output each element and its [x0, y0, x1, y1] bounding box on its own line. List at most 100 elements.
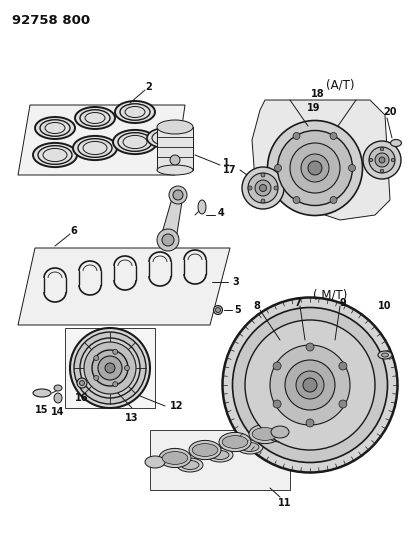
Ellipse shape	[339, 400, 347, 408]
Ellipse shape	[123, 135, 147, 149]
Ellipse shape	[293, 133, 300, 140]
Polygon shape	[65, 328, 155, 408]
Ellipse shape	[261, 173, 265, 177]
Text: 7: 7	[295, 298, 302, 308]
Text: 20: 20	[383, 107, 397, 117]
Text: 14: 14	[51, 407, 65, 417]
Ellipse shape	[169, 186, 187, 204]
Ellipse shape	[277, 131, 353, 206]
Ellipse shape	[170, 155, 180, 165]
Ellipse shape	[330, 197, 337, 204]
Ellipse shape	[80, 110, 110, 126]
Ellipse shape	[378, 351, 392, 359]
Ellipse shape	[77, 378, 87, 388]
Ellipse shape	[381, 353, 388, 357]
Polygon shape	[18, 105, 185, 175]
Text: 10: 10	[378, 301, 392, 311]
Ellipse shape	[125, 107, 145, 117]
Ellipse shape	[157, 120, 193, 134]
Ellipse shape	[380, 147, 384, 151]
Ellipse shape	[54, 393, 62, 403]
Ellipse shape	[274, 186, 278, 190]
Ellipse shape	[113, 382, 118, 386]
Ellipse shape	[233, 308, 388, 463]
Ellipse shape	[85, 112, 105, 124]
Ellipse shape	[83, 141, 107, 155]
Ellipse shape	[249, 424, 281, 443]
Ellipse shape	[306, 419, 314, 427]
Ellipse shape	[74, 332, 146, 404]
Ellipse shape	[252, 427, 278, 440]
Ellipse shape	[248, 173, 278, 203]
Text: 19: 19	[307, 103, 321, 113]
Ellipse shape	[78, 139, 112, 157]
Ellipse shape	[296, 371, 324, 399]
Ellipse shape	[242, 167, 284, 209]
Ellipse shape	[273, 400, 281, 408]
Ellipse shape	[38, 146, 72, 164]
Ellipse shape	[80, 338, 140, 398]
Ellipse shape	[173, 190, 183, 200]
Ellipse shape	[379, 157, 385, 163]
Polygon shape	[252, 100, 390, 220]
Ellipse shape	[35, 117, 75, 139]
Ellipse shape	[245, 320, 375, 450]
Text: 6: 6	[71, 226, 78, 236]
Ellipse shape	[181, 461, 199, 470]
Ellipse shape	[266, 422, 294, 442]
Ellipse shape	[348, 165, 355, 172]
Ellipse shape	[152, 131, 178, 145]
Ellipse shape	[94, 375, 99, 381]
Ellipse shape	[237, 440, 263, 454]
Ellipse shape	[113, 349, 118, 354]
Ellipse shape	[270, 345, 350, 425]
Ellipse shape	[157, 229, 179, 251]
Text: 16: 16	[75, 393, 89, 403]
Ellipse shape	[33, 143, 77, 167]
Ellipse shape	[215, 308, 220, 312]
Ellipse shape	[222, 435, 248, 448]
Ellipse shape	[70, 328, 150, 408]
Text: 11: 11	[278, 498, 292, 508]
Text: 15: 15	[35, 405, 49, 415]
Ellipse shape	[369, 158, 373, 161]
Ellipse shape	[290, 143, 340, 193]
Ellipse shape	[391, 158, 395, 161]
Text: 5: 5	[235, 305, 242, 315]
Ellipse shape	[308, 161, 322, 175]
Ellipse shape	[162, 451, 188, 464]
Ellipse shape	[259, 184, 266, 191]
Ellipse shape	[271, 426, 289, 438]
Ellipse shape	[113, 130, 157, 154]
Text: 18: 18	[311, 89, 325, 99]
Polygon shape	[160, 195, 183, 240]
Ellipse shape	[147, 128, 183, 148]
Ellipse shape	[390, 140, 401, 147]
Ellipse shape	[45, 123, 65, 133]
Ellipse shape	[124, 366, 129, 370]
Ellipse shape	[198, 200, 206, 214]
Text: ( M/T): ( M/T)	[313, 288, 347, 302]
Ellipse shape	[145, 456, 165, 468]
Ellipse shape	[375, 153, 389, 167]
Ellipse shape	[363, 141, 401, 179]
Ellipse shape	[54, 385, 62, 391]
Text: 1: 1	[223, 158, 229, 168]
Ellipse shape	[118, 133, 152, 151]
Ellipse shape	[306, 343, 314, 351]
Ellipse shape	[162, 234, 174, 246]
Text: 2: 2	[146, 82, 152, 92]
Ellipse shape	[73, 136, 117, 160]
Ellipse shape	[261, 199, 265, 203]
Polygon shape	[18, 248, 230, 325]
Polygon shape	[157, 127, 193, 170]
Ellipse shape	[255, 180, 271, 196]
Ellipse shape	[369, 147, 395, 173]
Ellipse shape	[273, 362, 281, 370]
Ellipse shape	[177, 458, 203, 472]
Text: 8: 8	[253, 301, 260, 311]
Ellipse shape	[115, 101, 155, 123]
Ellipse shape	[189, 440, 221, 459]
Ellipse shape	[339, 362, 347, 370]
Text: 12: 12	[170, 401, 184, 411]
